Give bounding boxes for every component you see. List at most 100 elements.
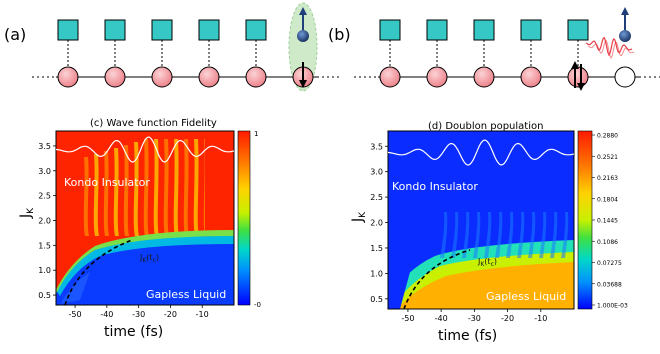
heatmap-c-xtick-label: -50 [69,310,82,319]
colorbar-c-tick-bottom: -0 [254,301,261,309]
colorbar-c-tick-top: 1 [254,130,258,138]
heatmap-c-frame [55,130,235,306]
heatmap-c-ytick-label: 3.0 [38,167,51,176]
heatmap-c-colorbar [237,130,251,306]
conduction-site [198,66,220,88]
localized-spin-site [520,19,542,41]
spin-up-arrowhead [299,7,307,15]
heatmap-c-cyan-band [56,235,234,296]
heatmap-c-xlabel: time (fs) [104,324,163,340]
heatmap-c-ytick-label: 1.5 [38,241,51,250]
conduction-site [520,66,542,88]
heatmap-d-axes: -50 -40 -30 -20 -10 0.5 1.0 1.5 2.0 2.5 3.0 3.5 [370,142,547,323]
heatmap-d-ylabel: JK [350,211,368,223]
heatmap-d-orange-region [398,262,574,309]
heatmap-d-ytick-label: 2.5 [370,193,383,202]
colorbar-d-tick-label: 0.1086 [597,239,618,246]
doublon-heatmap: (d) Doublon population Kondo Insulator G… [350,121,628,344]
fidelity-fringe [103,151,109,236]
heatmap-d-xtick-label: -40 [435,314,448,323]
doublon-fringe [550,212,558,258]
localized-spin-site [379,19,401,41]
conduction-site [151,66,173,88]
doublon-up-arrowhead [571,61,579,69]
doublon-fringe [462,212,470,258]
conduction-site [379,66,401,88]
heatmap-c-curve-label: JK(tc) [139,253,159,264]
panel-a-label: (a) [4,25,26,44]
doublon-fringe [517,212,525,258]
fidelity-fringe [133,142,139,236]
doublon-fringe [484,212,492,258]
panel-b-label: (b) [328,25,351,44]
doublon-fringe [451,212,459,258]
heatmap-d-ytick-label: 2.0 [370,219,383,228]
localized-spin-site [245,19,267,41]
fidelity-fringe [183,139,189,236]
doublon-fringe [561,212,569,258]
fidelity-fringe [193,139,199,236]
fidelity-fringe [173,139,179,236]
heatmap-c-xtick-label: -30 [132,310,145,319]
heatmap-d-ytick-label: 1.0 [370,269,383,278]
heatmap-c-xtick-label: -40 [100,310,113,319]
localized-spin-site [473,19,495,41]
heatmap-d-lower-wedge [388,272,410,309]
localized-spin-site [57,19,79,41]
conduction-site [57,66,79,88]
heatmap-d-title: (d) Doublon population [428,121,543,132]
heatmap-c-axes: -50 -40 -30 -20 -10 0.5 1.0 1.5 2.0 2.5 3.0 3.5 [38,142,208,319]
heatmap-d-colorbar-ticks: 0.2880 0.2521 0.2163 0.1804 0.1445 0.1086 0.07… [592,133,628,310]
fidelity-fringe [153,139,159,236]
colorbar-d-tick-label: 0.03688 [597,281,622,288]
spin-up-arrowhead [621,7,629,15]
colorbar-d-tick-label: 0.2880 [597,133,618,140]
heatmap-c-ytick-label: 2.5 [38,192,51,201]
conduction-site [245,66,267,88]
heatmap-d-xtick-label: -30 [468,314,481,323]
heatmap-d-curve-label: JK(tc) [477,257,497,268]
heatmap-d-frame [387,130,575,310]
localized-spin-site [198,19,220,41]
colorbar-d-tick-label: 0.2163 [597,175,618,182]
colorbar-d-tick-label: 0.07275 [597,260,622,267]
panel-b: (b) [328,7,660,91]
heatmap-d-region-gapless: Gapless Liquid [486,290,566,303]
heatmap-c-xtick-label: -20 [164,310,177,319]
heatmap-d-critical-curve [403,249,471,310]
heatmap-d-ytick-label: 3.0 [370,168,383,177]
heatmap-d-ytick-label: 1.5 [370,244,383,253]
heatmap-d-xtick-label: -20 [501,314,514,323]
doublon-fringe [528,212,536,258]
spin-ball [297,30,309,42]
heatmap-d-region-kondo: Kondo Insulator [392,180,478,193]
heatmap-c-fringes [83,131,234,236]
colorbar-d-tick-label: 0.2521 [597,154,618,161]
heatmap-c-ytick-label: 2.0 [38,216,51,225]
heatmap-c-region-kondo: Kondo Insulator [64,176,150,189]
heatmap-c-critical-curve [64,239,133,306]
heatmap-d-xlabel: time (fs) [438,328,497,344]
heatmap-c-ylabel: JK [18,207,36,219]
spin-ball [619,30,631,42]
heatmap-c-pulse-wave [55,136,235,163]
heatmap-d-ytick-label: 3.5 [370,142,383,151]
heatmap-c-plot [56,131,234,305]
localized-spin-site [426,19,448,41]
conduction-site [104,66,126,88]
fidelity-fringe [123,145,129,236]
heatmap-c-region-gapless: Gapless Liquid [146,288,226,301]
heatmap-c-xtick-label: -10 [196,310,209,319]
spin-down-arrowhead [299,80,307,88]
heatmap-d-fringes [440,212,569,258]
laser-pulse [585,36,633,57]
panel-a: (a) [4,2,341,92]
doublon-fringe [473,212,481,258]
doublon-fringe [440,212,448,258]
heatmap-d-colorbar [577,130,593,310]
localized-spin-site [104,19,126,41]
entangled-highlight [288,2,318,92]
fidelity-fringe [113,148,119,236]
heatmap-c-title: (c) Wave function Fidelity [90,118,217,129]
doublon-fringe [506,212,514,258]
